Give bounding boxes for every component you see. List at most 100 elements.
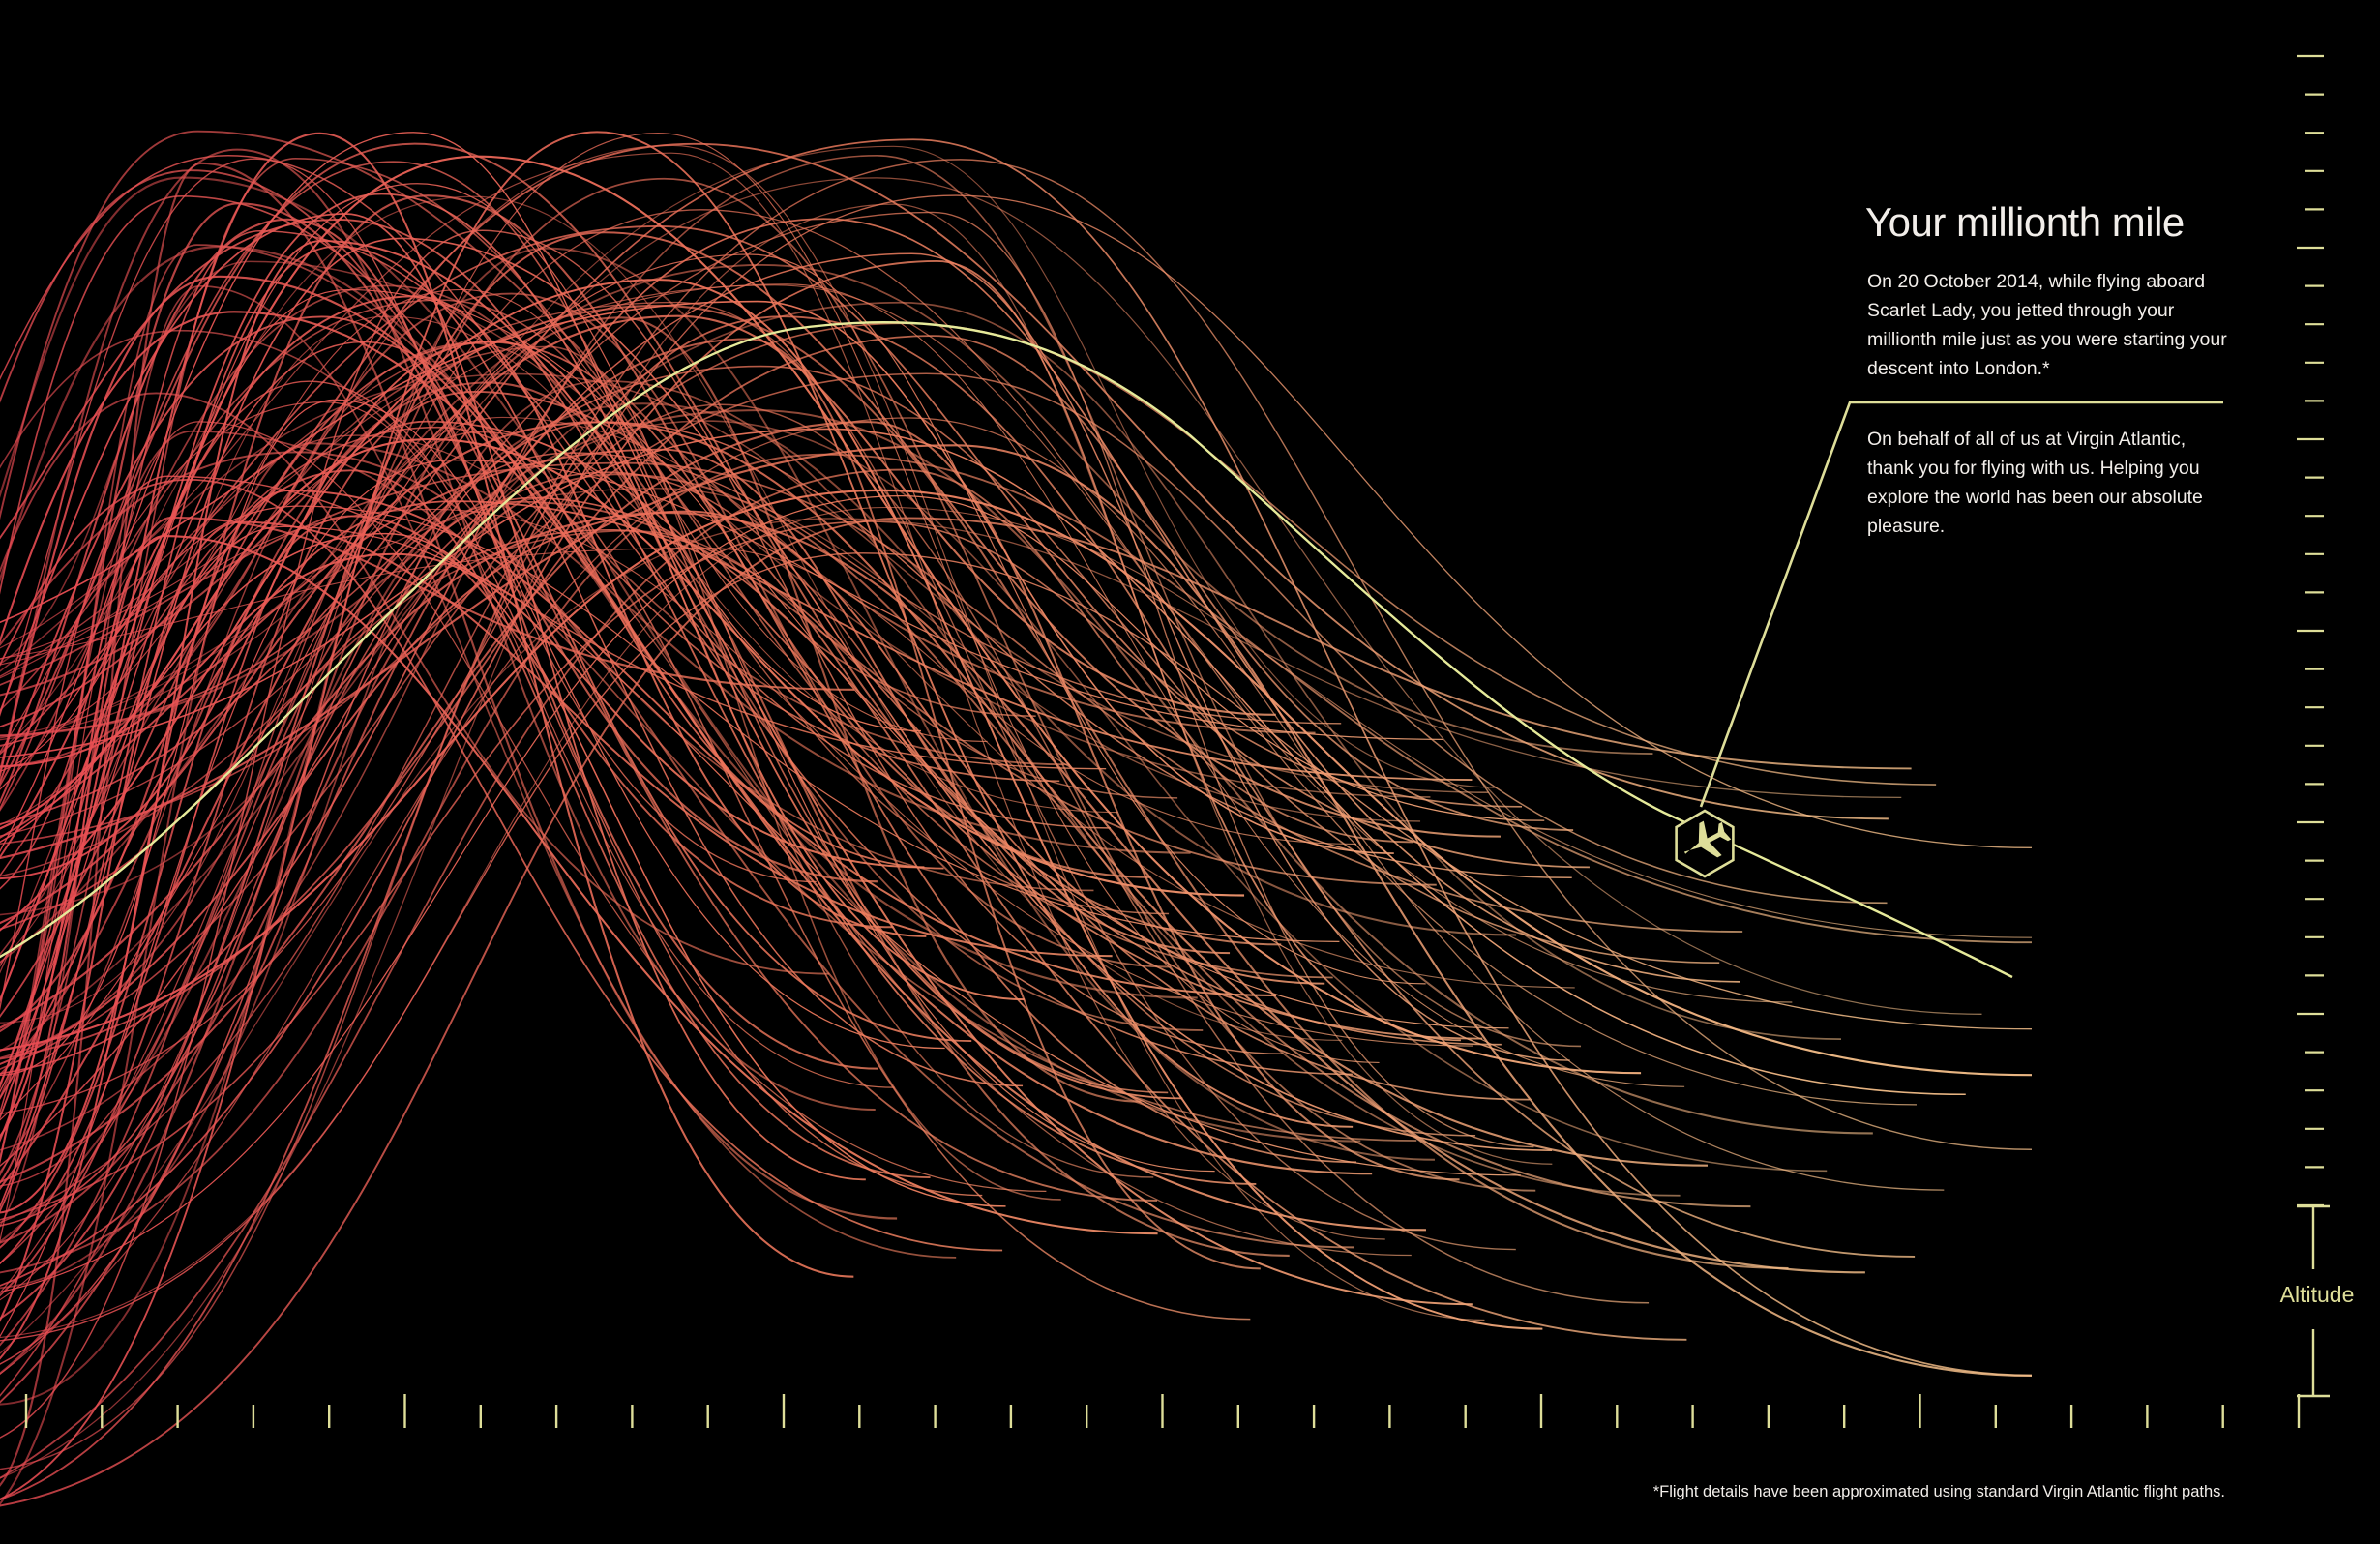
- x-axis-ticks: [24, 1394, 2301, 1428]
- flight-path: [0, 229, 1353, 1076]
- flight-path: [0, 284, 1793, 1003]
- flight-path: [0, 426, 1251, 1321]
- flight-path: [0, 478, 1003, 1252]
- altitude-axis-label: Altitude: [2279, 1282, 2355, 1307]
- flight-path: [0, 292, 1171, 968]
- flight-path: [0, 301, 1841, 1053]
- flight-path: [0, 245, 944, 1213]
- flight-path: [0, 468, 1413, 1479]
- flight-path: [0, 518, 1902, 1354]
- flight-path: [0, 142, 1282, 946]
- flight-path: [0, 194, 2033, 1114]
- flight-path: [0, 244, 1070, 1100]
- altitude-axis-ticks: [2297, 54, 2324, 1207]
- flight-path: [0, 130, 1316, 734]
- flight-path: [0, 390, 1687, 1341]
- flight-path: [0, 247, 1435, 1406]
- flight-path: [0, 304, 1789, 1270]
- flight-path: [0, 401, 895, 1088]
- flight-path: [0, 340, 1026, 1001]
- callout-paragraph-1: On 20 October 2014, while flying aboard …: [1867, 271, 2227, 379]
- flight-path: [0, 203, 1553, 1479]
- flight-path: [0, 202, 878, 1164]
- flight-path: [0, 494, 1545, 1293]
- flight-path: [0, 380, 983, 1197]
- flight-path: [0, 253, 1426, 1121]
- flight-path: [0, 335, 1574, 1060]
- flight-path: [0, 159, 2033, 1224]
- flight-path: [0, 194, 1150, 1032]
- flight-path: [0, 461, 1743, 933]
- flight-path: [0, 365, 1720, 964]
- flight-path: [0, 552, 925, 869]
- flight-path: [0, 508, 1473, 1047]
- flight-path: [0, 341, 1024, 1087]
- flight-path: [0, 239, 1473, 1306]
- flight-path: [0, 459, 1443, 1338]
- flight-path: [0, 428, 1966, 1096]
- flight-path: [0, 177, 1536, 1192]
- callout-title: Your millionth mile: [1865, 199, 2185, 245]
- flight-path: [0, 264, 1653, 964]
- flight-path: [0, 392, 830, 975]
- footnote: *Flight details have been approximated u…: [1652, 1483, 2225, 1500]
- flight-path: [0, 145, 1497, 788]
- flight-path: [0, 517, 1912, 1507]
- flight-path: [0, 154, 1111, 829]
- flight-path: [0, 195, 1343, 1042]
- flight-path: [0, 162, 898, 1487]
- flight-path: [0, 345, 1061, 1201]
- flight-paths-group: [0, 130, 2033, 1507]
- flight-path: [0, 158, 817, 883]
- flight-path: [0, 132, 1380, 1301]
- flight-path: [0, 442, 1191, 1505]
- flight-path: [0, 183, 1215, 1173]
- flight-path: [0, 471, 1476, 1397]
- flight-path: [0, 295, 927, 937]
- flight-path: [0, 314, 1276, 1191]
- flight-path: [0, 547, 1356, 845]
- plane-icon: [1683, 820, 1732, 858]
- flight-path: [0, 315, 972, 1043]
- flight-path: [0, 218, 1257, 1185]
- flight-path: [0, 213, 866, 1181]
- flight-path: [0, 469, 931, 1178]
- flight-path: [0, 381, 1290, 1257]
- flight-path: [0, 489, 1276, 1360]
- flight-path: [0, 488, 1421, 822]
- flight-path: [0, 211, 1534, 1148]
- flight-path: [0, 231, 1501, 1320]
- flight-path: [0, 315, 1118, 964]
- flight-path: [0, 161, 1169, 1094]
- flight-path: [0, 311, 1426, 1232]
- flight-path: [0, 284, 1204, 1031]
- flight-path: [0, 417, 1945, 1375]
- flight-path: [0, 511, 1865, 1274]
- flight-path: [0, 252, 1570, 1167]
- flight-path: [0, 209, 1918, 1294]
- flight-path: [0, 409, 1873, 1135]
- flight-path: [0, 552, 2033, 1342]
- flight-path: [0, 403, 1650, 1470]
- flight-path: [0, 132, 921, 853]
- altitude-axis-bracket: [2297, 1204, 2330, 1398]
- flight-path: [0, 402, 1517, 1243]
- flight-path: [0, 148, 876, 1112]
- flight-path: [0, 132, 854, 1278]
- flight-path: [0, 176, 1361, 1143]
- flight-path: [0, 516, 855, 1185]
- flight-path: [0, 475, 1107, 1011]
- flight-path: [0, 131, 1354, 1500]
- flight-path: [0, 434, 1412, 1257]
- flight-path: [0, 489, 2033, 1077]
- flight-path: [0, 142, 1889, 820]
- flight-path: [0, 338, 1261, 1404]
- flight-path: [0, 500, 1437, 1347]
- flight-path: [0, 194, 1060, 783]
- flight-path: [0, 444, 2033, 1378]
- callout-paragraph-2: On behalf of all of us at Virgin Atlanti…: [1867, 429, 2203, 537]
- flight-path: [0, 421, 1708, 1167]
- flight-path: [0, 275, 1373, 1175]
- flight-path: [0, 506, 2033, 1338]
